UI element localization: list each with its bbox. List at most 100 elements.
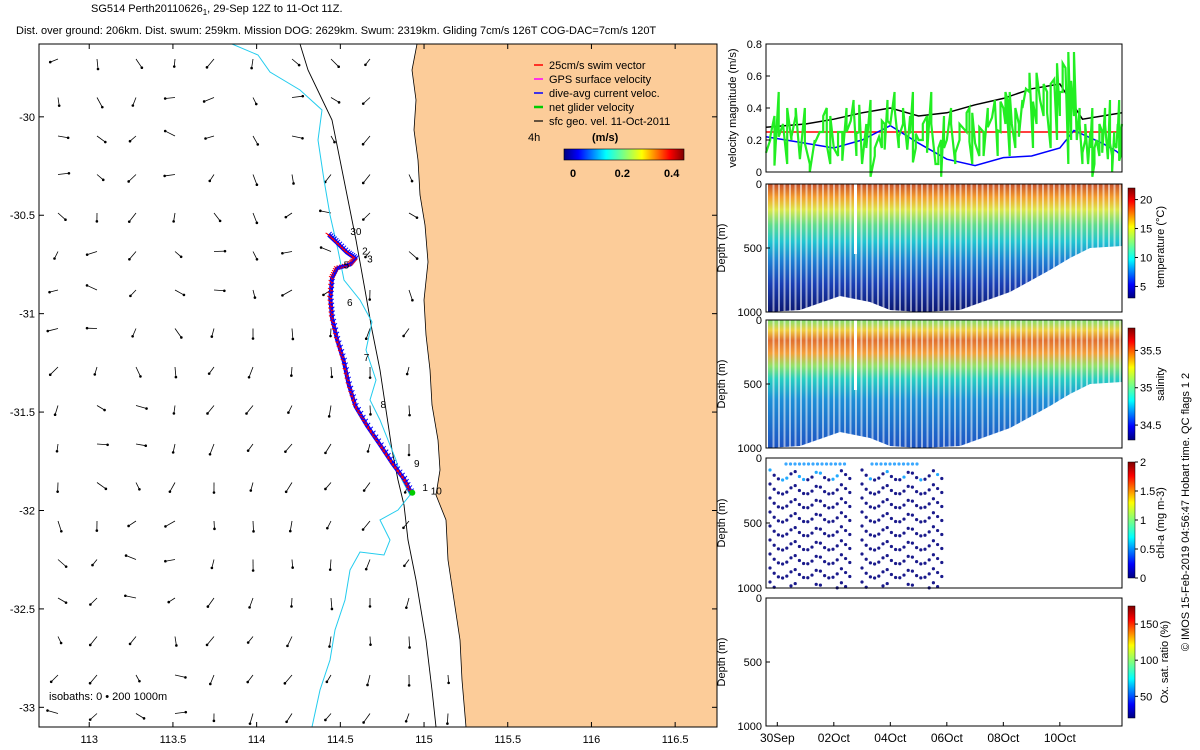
map-xtick-label: 116 <box>583 734 601 746</box>
chl-point <box>915 532 919 536</box>
map-xtick-label: 116.5 <box>662 734 689 746</box>
chl-point <box>810 545 814 549</box>
profile-gap <box>811 320 813 448</box>
current-vector-head <box>223 249 227 253</box>
velocity-panel: 0 0.2 0.4 0.6 0.8 velocity magnitude (m/s) <box>727 39 1124 179</box>
chl-point <box>910 555 915 559</box>
chl-point <box>810 503 814 507</box>
velocity-series <box>764 51 1124 178</box>
dac-vector <box>330 302 335 307</box>
chl-point <box>885 497 889 502</box>
current-vector-head <box>410 179 414 183</box>
chl-point <box>902 489 906 493</box>
chl-point <box>877 546 881 550</box>
chl-point <box>906 540 910 544</box>
swim-vector <box>327 295 333 300</box>
chl-point <box>931 581 936 585</box>
profile-gap <box>910 320 912 448</box>
current-vector-head <box>95 529 99 532</box>
current-vector <box>125 595 137 599</box>
map-axes: 113 113.5 114 114.5 115 115.5 116 116.5 -30 -30.5… <box>10 44 717 746</box>
current-vector-head <box>281 251 284 255</box>
chl-point <box>877 560 881 564</box>
current-vector-head <box>172 220 175 223</box>
profile-gap <box>1113 320 1116 448</box>
current-vector-head <box>100 105 104 109</box>
current-vector-head <box>184 710 188 714</box>
profile-gap <box>860 320 863 448</box>
current-vector <box>57 212 66 220</box>
chl-point <box>915 560 919 564</box>
current-vector-head <box>163 174 166 178</box>
chl-point <box>923 505 927 509</box>
current-vector-head <box>324 451 327 455</box>
legend-item-gps: GPS surface velocity <box>534 74 652 86</box>
current-vector <box>89 636 98 646</box>
chl-point <box>818 541 823 545</box>
chl-point <box>868 519 873 523</box>
current-vector-head <box>210 335 214 338</box>
profile-gap <box>855 320 857 448</box>
map-colorbar-tick-label: 0 <box>570 168 576 180</box>
current-vector <box>209 443 215 455</box>
chl-point <box>868 547 873 551</box>
dac-vector <box>328 231 332 236</box>
chl-point <box>848 504 852 509</box>
chlorophyll-colorbar <box>1127 461 1136 579</box>
current-vector <box>247 443 254 451</box>
current-vector-head <box>333 140 336 144</box>
chl-surface-point <box>833 462 838 466</box>
current-vector-head <box>405 372 409 376</box>
dac-vector <box>347 261 352 266</box>
current-vector-head <box>330 607 334 611</box>
current-vector <box>326 520 332 529</box>
scale-label-4h: 4h <box>528 132 540 144</box>
swim-vector <box>398 473 404 478</box>
current-vector <box>135 443 146 447</box>
profile-gap <box>921 184 923 312</box>
current-vector <box>246 405 254 414</box>
salinity-panel: salinity Depth (m) <box>716 319 1167 449</box>
chl-point <box>776 477 781 481</box>
current-vector-head <box>288 529 292 533</box>
current-vector-head <box>301 94 305 98</box>
chl-surface-point <box>888 462 892 466</box>
chl-point <box>873 534 877 538</box>
current-vector-head <box>93 373 97 376</box>
current-vector-head <box>104 487 108 491</box>
profile-gap <box>1053 184 1055 312</box>
current-vector <box>252 289 256 298</box>
chl-point <box>797 558 802 563</box>
current-vector <box>363 713 371 723</box>
current-vector <box>325 713 332 721</box>
current-vector-head <box>59 641 63 645</box>
chl-point <box>772 529 776 533</box>
profile-gap <box>992 184 995 312</box>
current-vector <box>362 135 371 145</box>
current-vector-head <box>129 294 132 298</box>
current-vector <box>173 212 176 222</box>
current-vector-head <box>328 568 332 571</box>
profile-gap <box>1124 184 1127 312</box>
chl-point <box>915 518 919 522</box>
chl-point <box>793 497 797 502</box>
current-vector-head <box>180 336 183 339</box>
dac-vector <box>331 274 336 279</box>
swim-vector <box>339 264 345 269</box>
chl-point <box>860 468 864 472</box>
current-vector-head <box>361 181 365 185</box>
track-day-label: 1 <box>422 483 428 494</box>
profile-gap <box>1075 184 1077 312</box>
chl-point <box>860 524 864 528</box>
chl-point <box>781 506 785 510</box>
profile-gap <box>871 184 874 312</box>
chl-point <box>915 504 919 508</box>
current-vector-head <box>364 63 367 67</box>
chl-surface-point <box>870 462 874 466</box>
current-vector <box>282 289 293 296</box>
legend-item-geo: sfc geo. vel. 11-Oct-2011 <box>534 116 670 128</box>
current-vector-head <box>301 136 304 140</box>
current-vector <box>251 58 254 69</box>
chl-point <box>936 486 940 491</box>
current-vector <box>330 97 340 103</box>
